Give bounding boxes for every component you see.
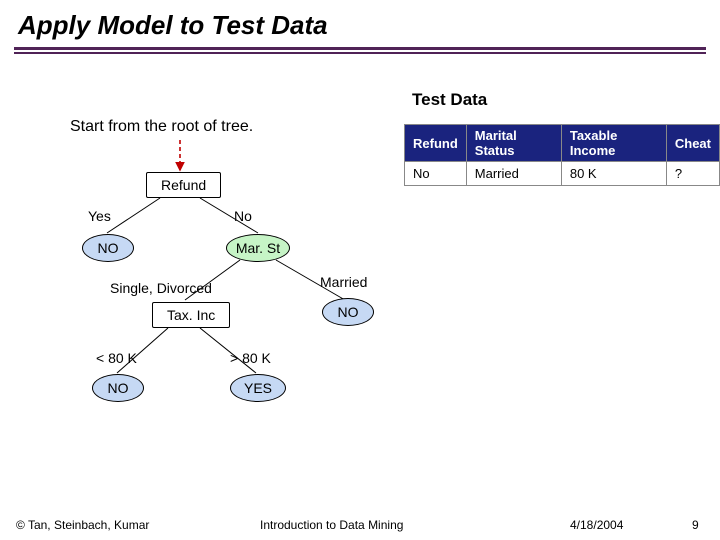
footer-page: 9	[692, 518, 699, 532]
rule-thick	[14, 47, 706, 50]
edge-label-lt80k: < 80 K	[96, 350, 137, 366]
node-taxinc: Tax. Inc	[152, 302, 230, 328]
node-marst: Mar. St	[226, 234, 290, 262]
test-data-heading: Test Data	[412, 90, 487, 110]
table-header-row: Refund Marital Status Taxable Income Che…	[405, 125, 720, 162]
test-data-table: Refund Marital Status Taxable Income Che…	[404, 124, 720, 186]
leaf-no-3: NO	[92, 374, 144, 402]
cell-refund: No	[405, 162, 467, 186]
leaf-no-1: NO	[82, 234, 134, 262]
footer-center: Introduction to Data Mining	[260, 518, 403, 532]
edge-label-single-divorced: Single, Divorced	[110, 280, 212, 296]
leaf-no-2: NO	[322, 298, 374, 326]
rule-thin	[14, 52, 706, 54]
cell-marital: Married	[466, 162, 561, 186]
cell-cheat: ?	[666, 162, 719, 186]
slide-title: Apply Model to Test Data	[0, 0, 720, 47]
footer-date: 4/18/2004	[570, 518, 623, 532]
edge-label-married: Married	[320, 274, 367, 290]
tree-edges	[0, 0, 720, 540]
col-income: Taxable Income	[561, 125, 666, 162]
node-refund: Refund	[146, 172, 221, 198]
edge-label-gt80k: > 80 K	[230, 350, 271, 366]
footer-copyright: © Tan, Steinbach, Kumar	[16, 518, 149, 532]
col-refund: Refund	[405, 125, 467, 162]
col-cheat: Cheat	[666, 125, 719, 162]
col-marital: Marital Status	[466, 125, 561, 162]
edge-label-no: No	[234, 208, 252, 224]
edge-label-yes: Yes	[88, 208, 111, 224]
table-row: No Married 80 K ?	[405, 162, 720, 186]
instruction-text: Start from the root of tree.	[70, 118, 253, 136]
leaf-yes: YES	[230, 374, 286, 402]
cell-income: 80 K	[561, 162, 666, 186]
